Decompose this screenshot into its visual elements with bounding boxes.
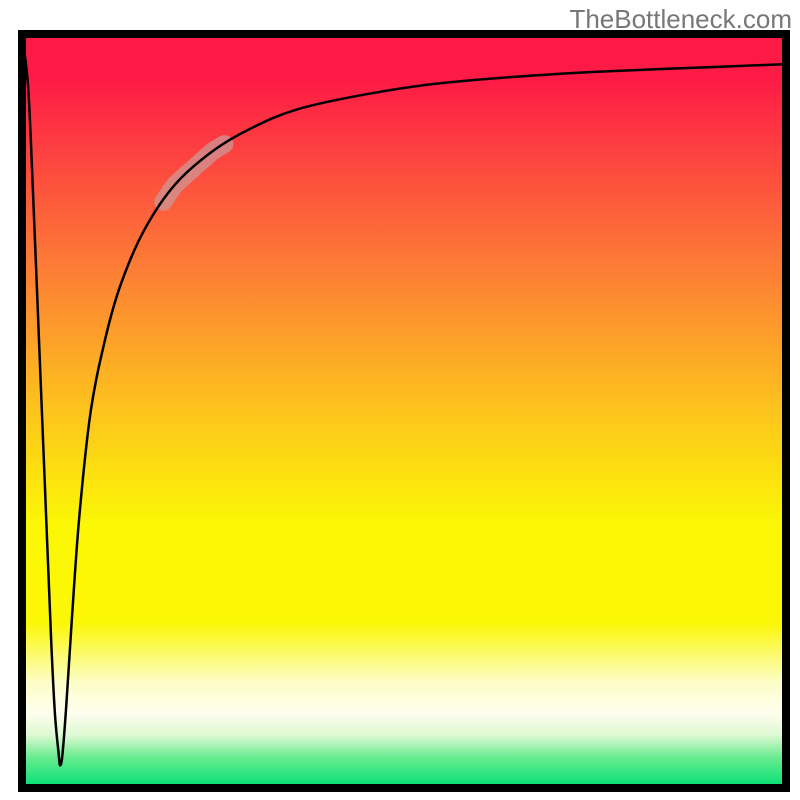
- chart-svg: [0, 0, 800, 800]
- bottleneck-chart: TheBottleneck.com: [0, 0, 800, 800]
- plot-background: [22, 34, 786, 788]
